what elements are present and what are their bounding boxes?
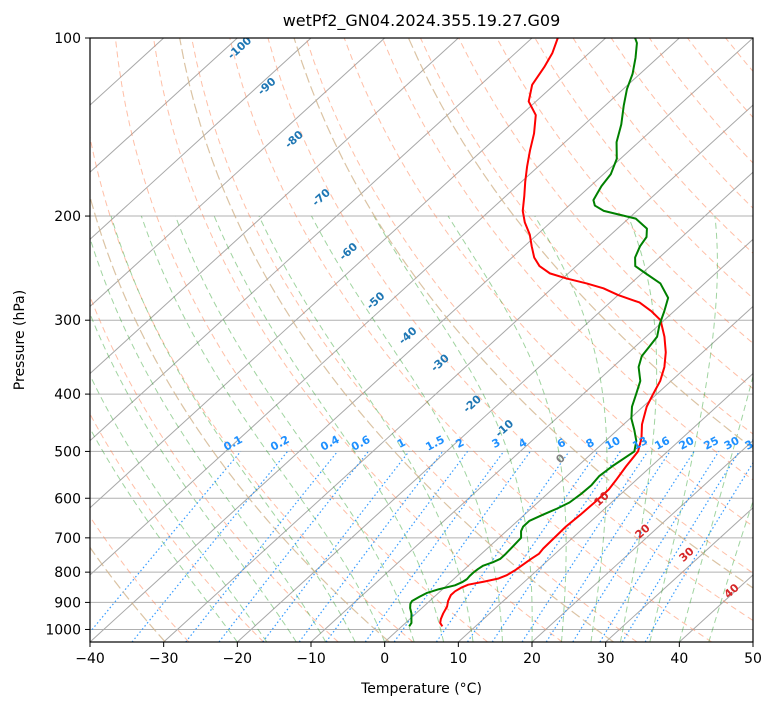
moist-adiabat [447,215,567,642]
mixing-ratio-line [521,451,649,642]
temperature-profile-line [439,38,667,627]
dry-adiabat [381,38,753,481]
dry-adiabat [191,38,638,642]
x-tick-label: 20 [523,651,541,667]
isotherm-gridline [90,38,607,509]
y-tick-label: 100 [54,31,81,47]
isotherm-gridline [531,439,753,642]
y-axis-label: Pressure (hPa) [12,290,28,390]
mixing-ratio-line [185,451,339,642]
isotherm-gridline [90,38,312,241]
moist-adiabat [619,215,658,642]
isentrope-line [90,194,390,642]
x-tick-label: 50 [744,651,762,667]
axis-ticks-layer: −40 −30 −20 −10 0 10 20 30 40 50 100 200 300 400 500 60… [45,31,762,667]
mixing-ratio-label: 10 [603,434,623,453]
moist-adiabat [140,215,386,642]
dry-adiabat [153,38,563,642]
moist-adiabat [649,215,718,642]
moist-adiabat [213,215,445,642]
dry-adiabat [90,134,414,642]
x-tick-label: −40 [75,651,105,667]
mixing-ratio-label: 25 [701,434,721,453]
dry-adiabat [267,38,753,622]
isentrope-line [179,38,614,642]
x-tick-label: −10 [296,651,326,667]
dry-adiabat [90,515,190,642]
chart-title: wetPf2_GN04.2024.355.19.27.G09 [283,11,561,31]
dry-adiabat [90,412,264,642]
mixing-ratio-label: 13 [630,434,650,453]
isotherm-gridline [90,38,680,576]
mixing-ratio-line [599,451,720,642]
moist-adiabat [311,215,504,642]
isentrope-line [293,38,753,589]
isotherm-gridline [90,38,238,173]
x-tick-label: 40 [670,651,688,667]
dewpoint-profile-line [408,38,670,627]
isotherm-gridline [605,507,753,642]
x-tick-label: −30 [149,651,179,667]
dry-adiabat [534,38,753,299]
mixing-ratio-line [364,451,505,642]
isotherm-gridline [236,171,753,642]
x-tick-label: 0 [380,651,389,667]
y-tick-label: 1000 [45,622,81,638]
moist-adiabat [110,215,356,642]
isotherm-gridline [163,104,753,642]
y-tick-label: 900 [54,595,81,611]
x-tick-label: 30 [597,651,615,667]
dry-adiabat [114,38,488,642]
mixing-ratio-label: 36 [743,434,763,453]
isotherm-gridline [90,38,533,442]
moist-adiabat [258,215,474,642]
y-tick-label: 300 [54,313,81,329]
moist-adiabat [534,215,608,642]
mixing-ratio-line [621,451,740,642]
isotherm-gridline [90,38,459,375]
moist-adiabat [373,215,533,642]
moist-adiabat [90,374,268,642]
dry-adiabat [305,38,753,574]
x-tick-label: −20 [223,651,253,667]
isotherm-gridline [384,305,753,642]
mixing-ratio-line [491,451,621,642]
mixing-ratio-line [325,451,469,642]
x-axis-label: Temperature (°C) [360,681,482,697]
y-tick-label: 200 [54,209,81,225]
mixing-ratio-line [298,451,444,642]
series-layer [408,38,670,627]
moist-adiabat [90,236,327,642]
y-tick-label: 600 [54,491,81,507]
y-tick-label: 500 [54,444,81,460]
isotherm-gridline [310,238,753,642]
isotherm-gridline [457,372,753,642]
mixing-ratio-line [467,451,599,642]
mixing-ratio-label: 30 [722,434,742,453]
moist-adiabat [90,312,297,642]
y-tick-label: 800 [54,565,81,581]
mixing-ratio-label: 20 [677,434,697,453]
dry-adiabat [496,38,753,344]
plot-frame [89,37,754,643]
isotherm-gridline [90,38,386,308]
dry-adiabat [343,38,753,527]
isotherm-gridline [90,38,753,642]
mixing-ratio-line [435,451,570,642]
mixing-ratio-label: 16 [652,434,672,453]
dry-adiabat [229,38,713,642]
y-tick-label: 400 [54,387,81,403]
mixing-ratio-line [131,451,289,642]
mixing-ratio-line [262,451,410,642]
x-tick-label: 10 [449,651,467,667]
grid-layer [90,38,753,642]
mixing-ratio-line [90,451,242,634]
y-tick-label: 700 [54,531,81,547]
moist-adiabat [90,427,238,642]
mixing-ratio-line [545,451,671,642]
